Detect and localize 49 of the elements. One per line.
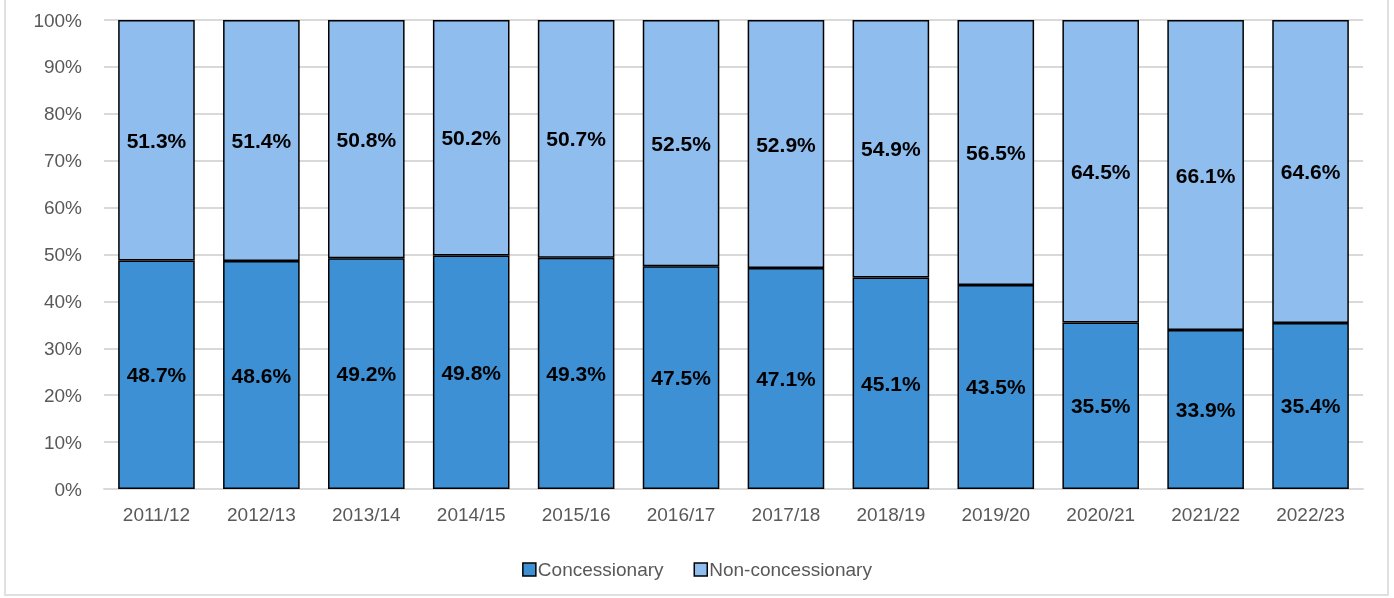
x-tick-label: 2016/17	[646, 504, 716, 525]
data-label: 47.1%	[756, 367, 817, 391]
x-tick-label: 2017/18	[751, 504, 821, 525]
x-tick-label: 2015/16	[541, 504, 611, 525]
data-label: 54.9%	[861, 137, 921, 161]
y-tick-label: 20%	[43, 384, 83, 406]
x-tick-label: 2022/23	[1276, 504, 1345, 525]
data-label: 49.3%	[546, 361, 607, 385]
x-tick-label: 2020/21	[1066, 504, 1136, 525]
data-label: 33.9%	[1175, 398, 1236, 421]
x-tick-label: 2011/12	[122, 504, 191, 525]
data-label: 50.7%	[546, 127, 607, 151]
data-label: 50.8%	[336, 127, 397, 151]
y-tick-label: 100%	[33, 9, 83, 31]
data-label: 52.9%	[756, 132, 817, 156]
y-tick-label: 70%	[43, 150, 83, 172]
y-tick-label: 50%	[43, 244, 83, 265]
y-tick-label: 60%	[43, 197, 83, 219]
x-tick-label: 2013/14	[331, 504, 402, 525]
data-label: 48.7%	[126, 363, 187, 387]
data-label: 50.2%	[441, 126, 502, 150]
data-label: 56.5%	[966, 140, 1026, 164]
x-tick-label: 2012/13	[227, 504, 296, 525]
data-label: 43.5%	[966, 375, 1026, 399]
data-label: 49.8%	[441, 360, 502, 384]
data-label: 45.1%	[861, 371, 921, 395]
data-label: 48.6%	[231, 363, 292, 387]
x-tick-label: 2014/15	[436, 504, 506, 525]
data-label: 52.5%	[651, 131, 712, 155]
x-tick-label: 2021/22	[1171, 504, 1240, 525]
x-tick-label: 2019/20	[961, 504, 1031, 525]
data-label: 64.5%	[1070, 159, 1131, 183]
data-label: 35.4%	[1280, 394, 1341, 418]
y-tick-label: 30%	[43, 337, 83, 359]
legend-label: Non-concessionary	[709, 559, 873, 580]
data-label: 51.4%	[231, 129, 292, 153]
y-tick-label: 0%	[54, 478, 83, 500]
y-tick-label: 80%	[43, 103, 83, 125]
y-tick-label: 10%	[43, 431, 83, 453]
y-tick-label: 40%	[43, 290, 83, 312]
data-label: 49.2%	[336, 362, 397, 386]
data-label: 64.6%	[1280, 159, 1341, 183]
data-label: 35.5%	[1070, 394, 1131, 418]
y-tick-label: 90%	[43, 56, 83, 78]
data-label: 47.5%	[651, 366, 712, 390]
data-label: 66.1%	[1175, 163, 1236, 187]
x-tick-label: 2018/19	[856, 504, 926, 525]
legend-label: Concessionary	[537, 559, 665, 580]
data-label: 51.3%	[126, 128, 187, 152]
